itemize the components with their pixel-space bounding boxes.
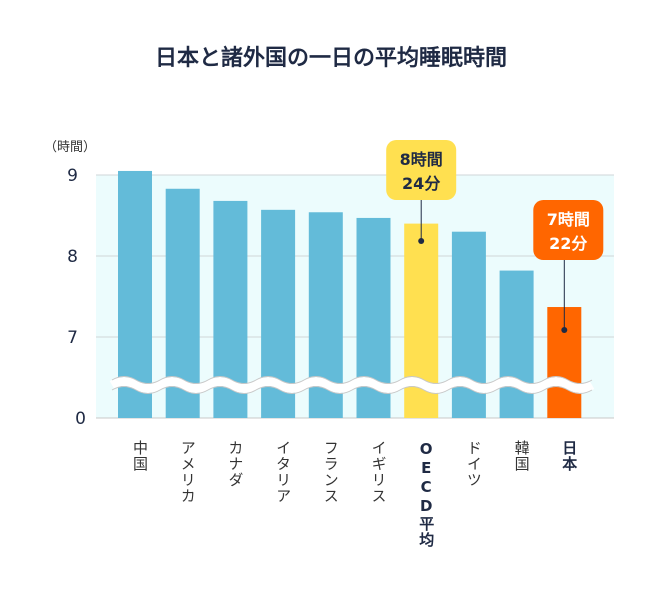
callout-text: 8時間 [400, 150, 443, 169]
y-tick-label: 9 [67, 166, 78, 186]
y-axis-label: （時間） [44, 140, 96, 155]
callout-box [386, 140, 457, 200]
callout-dot [561, 327, 568, 333]
callout-text: 24分 [402, 174, 440, 193]
x-tick-label: 日本 [560, 440, 579, 472]
bar-8 [499, 270, 534, 418]
axis-break [109, 377, 595, 393]
callout-box [533, 200, 604, 260]
callout-text: 22分 [549, 234, 587, 253]
x-tick-label: カナダ [226, 440, 245, 488]
y-tick-label: 0 [75, 409, 86, 429]
x-tick-label: イギリス [369, 440, 388, 504]
y-tick-label: 8 [67, 247, 78, 267]
x-tick-label: フランス [321, 440, 340, 504]
x-tick-label: 韓国 [512, 440, 531, 472]
x-tick-label: 中国 [131, 440, 149, 472]
x-tick-label: OECD平均 [417, 440, 436, 548]
callout-dot [418, 238, 425, 244]
x-tick-label: ドイツ [464, 440, 483, 488]
callout-text: 7時間 [547, 210, 590, 229]
x-tick-label: アメリカ [178, 440, 197, 504]
axis-break-edge [111, 386, 593, 394]
x-tick-label: イタリア [274, 440, 293, 504]
axis-break-edge [111, 376, 593, 384]
y-tick-label: 7 [67, 328, 78, 348]
chart-title: 日本と諸外国の一日の平均睡眠時間 [154, 46, 507, 71]
